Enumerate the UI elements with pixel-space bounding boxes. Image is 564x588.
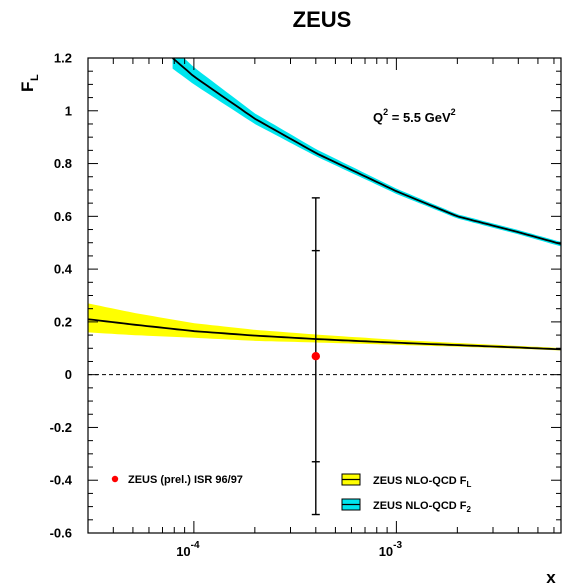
y-tick-label: -0.2 — [50, 420, 72, 435]
legend-label-f2-main: ZEUS NLO-QCD F — [373, 500, 467, 512]
q2-annotation-unit-sup: 2 — [451, 107, 456, 117]
q2-annotation-q: Q — [373, 110, 383, 125]
central-line-series-0 — [88, 318, 561, 351]
y-tick-labels: -0.6 -0.4 -0.2 0 0.2 0.4 0.6 0.8 1 1.2 — [50, 51, 73, 541]
bands-layer — [88, 58, 561, 351]
legend-label-f2-sub: 2 — [467, 505, 472, 514]
ticks-layer — [87, 57, 561, 534]
chart-title: ZEUS — [293, 7, 352, 32]
x-tick-labels: 10-4 10-3 — [176, 540, 402, 559]
legend-label-fl-main: ZEUS NLO-QCD F — [373, 475, 467, 487]
y-axis-title: F L — [18, 74, 41, 92]
y-tick-label: 0.4 — [54, 262, 73, 277]
y-tick-label: -0.6 — [50, 526, 72, 541]
y-tick-label: 0.8 — [54, 156, 72, 171]
y-axis-title-main: F — [18, 82, 37, 92]
y-tick-label: 1 — [65, 103, 72, 118]
data-point — [311, 351, 321, 361]
legend-marker-points — [111, 475, 119, 483]
data-points-layer — [311, 197, 321, 516]
y-tick-label: 1.2 — [54, 51, 72, 66]
y-tick-label: 0 — [65, 367, 72, 382]
q2-annotation-mid: = 5.5 GeV — [388, 110, 451, 125]
lines-layer — [88, 58, 561, 351]
q2-annotation: Q2 = 5.5 GeV2 — [373, 107, 456, 125]
y-tick-label: 0.2 — [54, 314, 72, 329]
legend-label-fl: ZEUS NLO-QCD FL — [373, 475, 472, 489]
q2-annotation-q-sup: 2 — [383, 107, 388, 117]
band-series-0 — [88, 303, 561, 351]
x-axis-title: x — [546, 568, 556, 587]
y-axis-title-sub: L — [29, 74, 41, 81]
y-tick-label: -0.4 — [50, 473, 73, 488]
band-series-1 — [172, 58, 561, 247]
legend-label-fl-sub: L — [467, 480, 472, 489]
central-line-series-1 — [172, 58, 561, 245]
x-tick-label: 10-4 — [176, 540, 200, 559]
legend-label-f2: ZEUS NLO-QCD F2 — [373, 500, 472, 514]
x-tick-label: 10-3 — [379, 540, 403, 559]
y-tick-label: 0.6 — [54, 209, 72, 224]
legend: ZEUS (prel.) ISR 96/97 ZEUS NLO-QCD FL Z… — [111, 473, 472, 514]
plot-frame — [87, 57, 562, 534]
legend-label-points: ZEUS (prel.) ISR 96/97 — [128, 474, 243, 486]
